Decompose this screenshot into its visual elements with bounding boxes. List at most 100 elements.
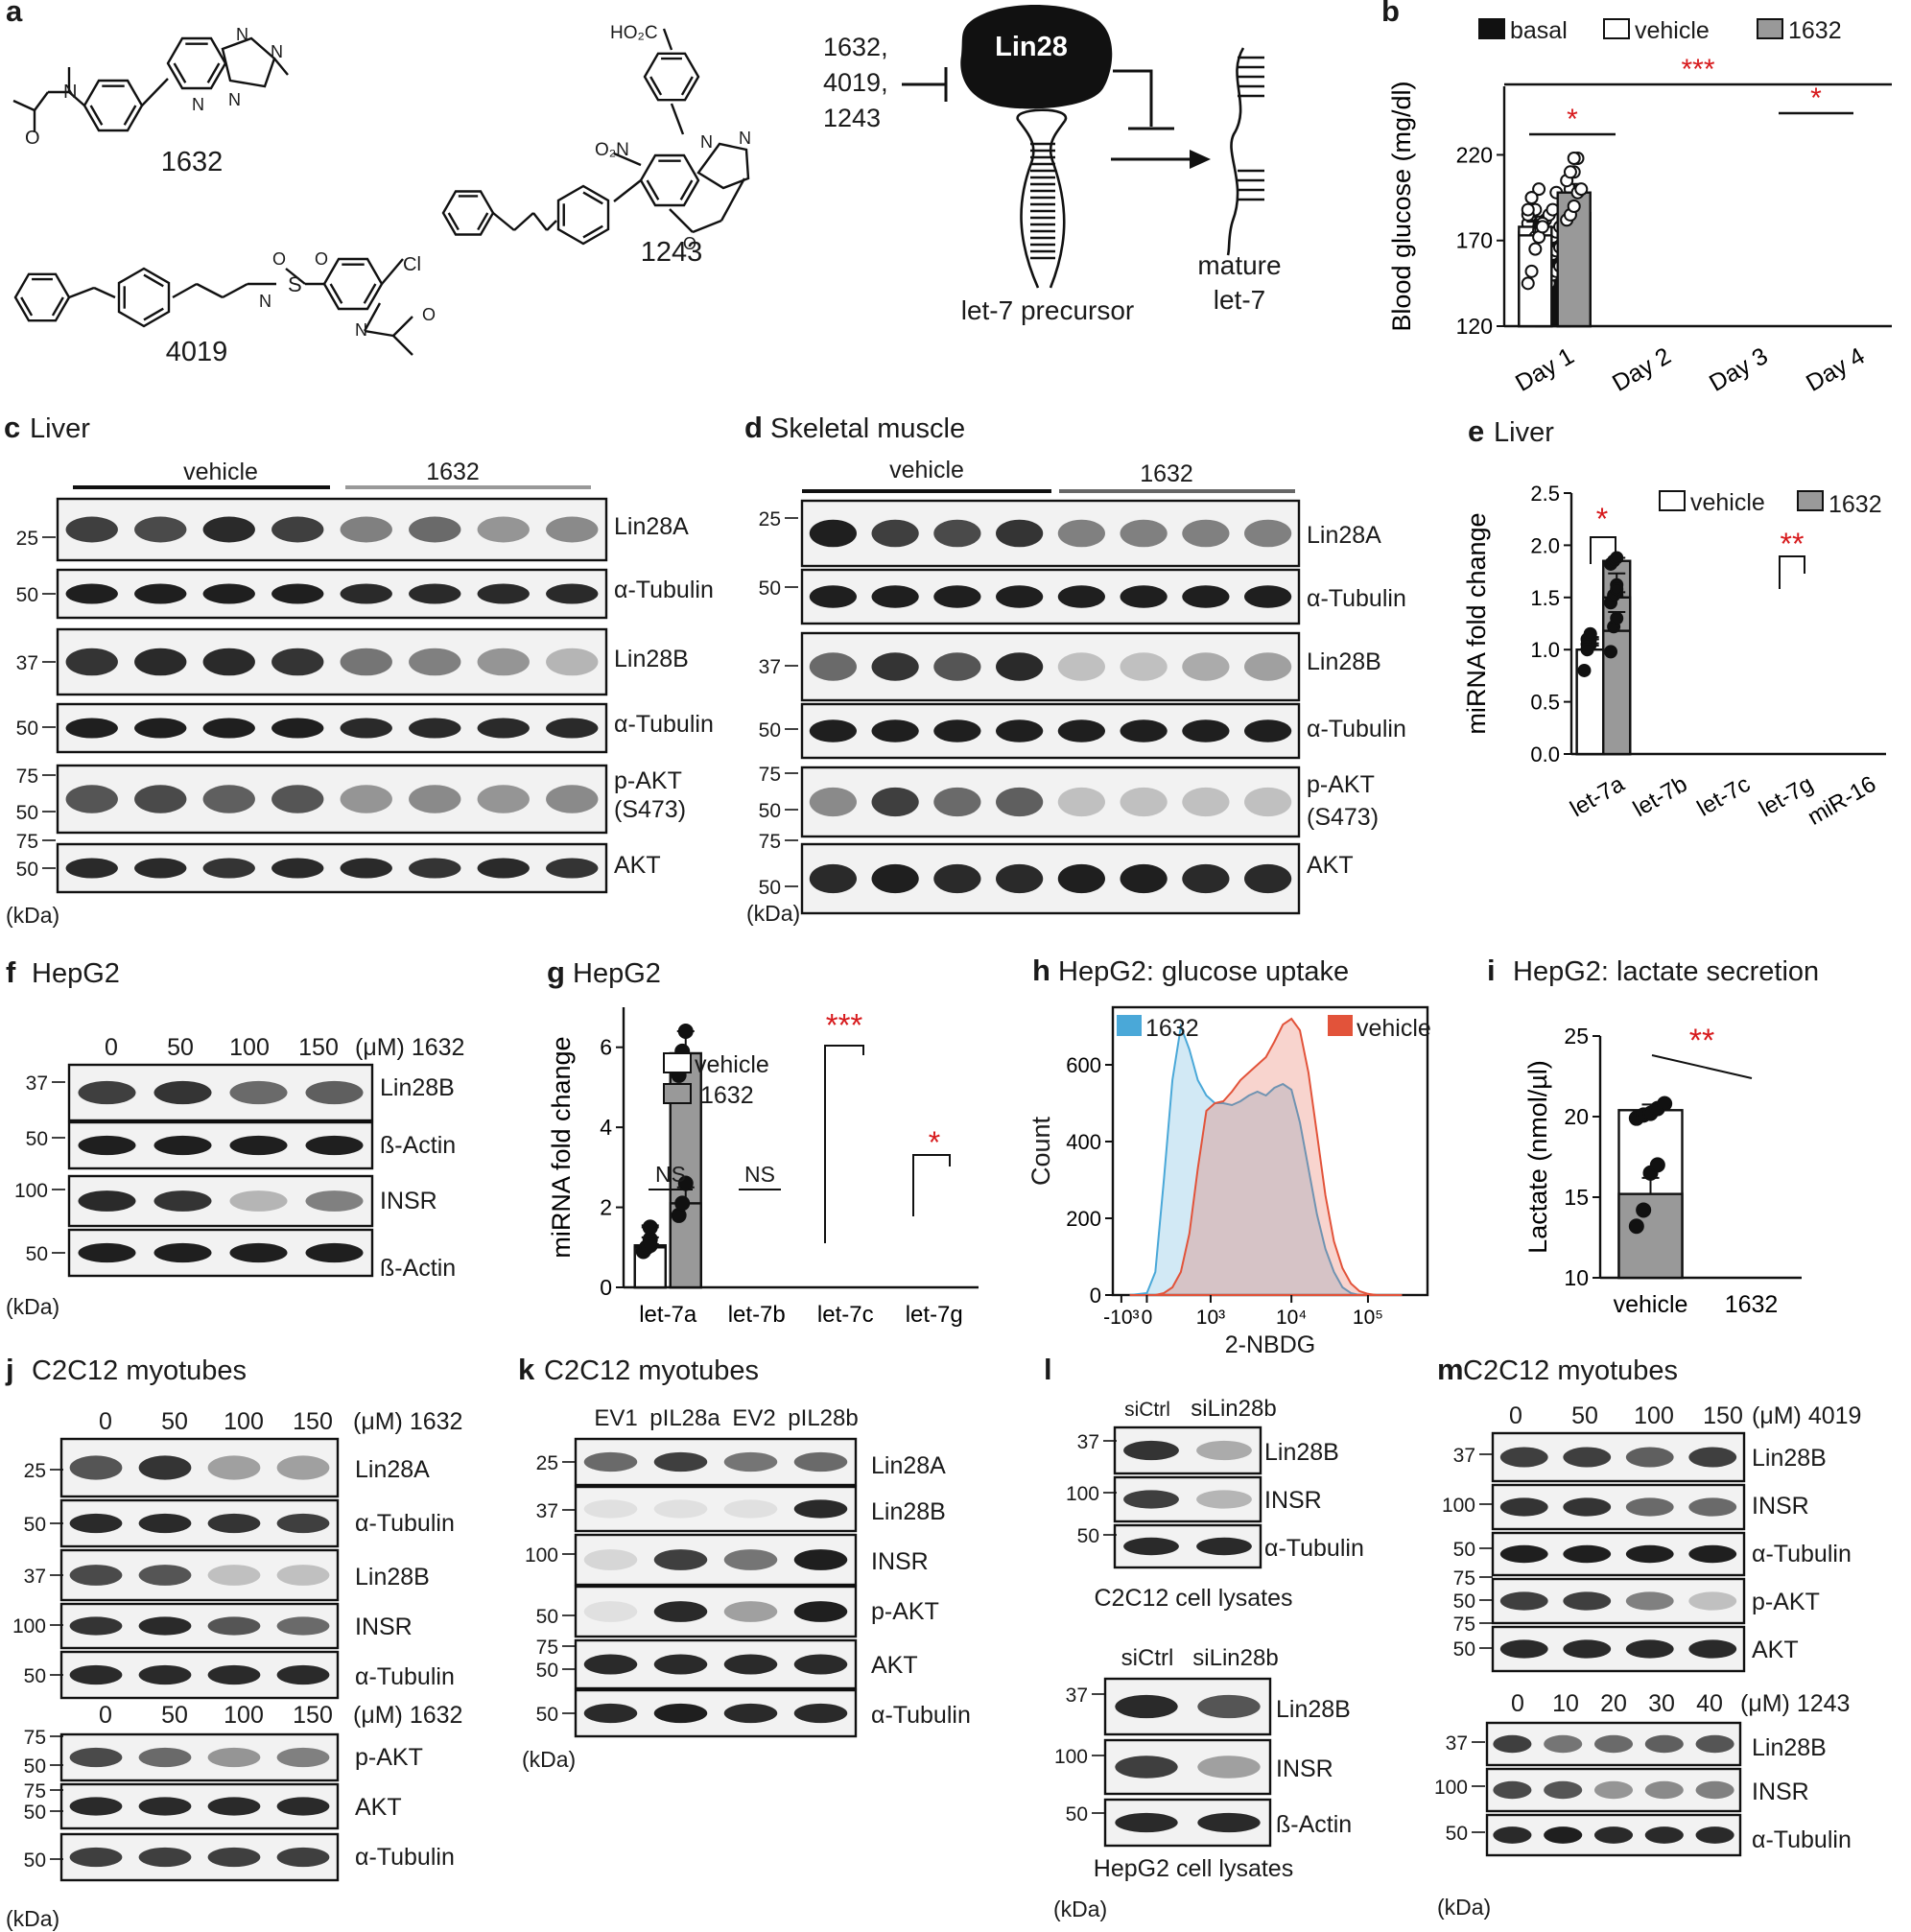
band <box>1544 1826 1583 1844</box>
band <box>1057 787 1105 817</box>
panel-label: m <box>1437 1353 1464 1386</box>
band <box>653 1601 708 1622</box>
blot-c2c12 <box>59 1832 340 1882</box>
bond-4019 <box>172 282 198 299</box>
double-bond <box>447 212 460 231</box>
legend-swatch-1632 <box>1797 490 1824 511</box>
kda-unit: (kDa) <box>1437 1895 1491 1920</box>
band <box>1244 863 1292 894</box>
band <box>583 1451 638 1473</box>
blot-muscle <box>800 842 1301 915</box>
significance-mark: * <box>929 1125 940 1160</box>
dose-label: 20 <box>1600 1690 1627 1717</box>
lin28-protein-shape <box>960 4 1113 109</box>
significance-mark: ** <box>1781 527 1805 561</box>
group-label-1632: 1632 <box>426 459 480 485</box>
band <box>1057 719 1105 742</box>
band-label: α-Tubulin <box>871 1702 971 1729</box>
bond-1632 <box>273 58 289 76</box>
band-label: INSR <box>355 1614 413 1640</box>
blot-c2c12 <box>59 1650 340 1700</box>
bond-4019 <box>222 282 248 299</box>
bond-4019 <box>285 268 306 285</box>
dose-unit: (μM) 1632 <box>353 1408 462 1435</box>
dose-label: 0 <box>105 1034 118 1061</box>
band <box>340 718 392 739</box>
kda-marker: 50 <box>26 1243 48 1265</box>
kda-marker: 25 <box>24 1460 46 1482</box>
blot-liver <box>56 842 608 894</box>
hairpin-strand-left <box>1017 120 1040 289</box>
band-label: p-AKT <box>614 767 682 794</box>
band <box>871 787 919 817</box>
band <box>276 1455 330 1480</box>
x-tick-label: let-7b <box>728 1302 786 1328</box>
band <box>153 1135 212 1156</box>
panel-label: i <box>1487 954 1496 987</box>
blot-c2c12 <box>59 1602 340 1650</box>
data-point <box>1521 202 1535 217</box>
band <box>653 1499 708 1519</box>
kda-marker: 75 <box>24 1780 46 1802</box>
band <box>1593 1734 1634 1754</box>
band <box>933 863 981 894</box>
band <box>276 1797 330 1816</box>
band <box>1057 652 1105 681</box>
band <box>1120 719 1168 742</box>
bond-4019 <box>392 335 413 356</box>
benzene-ring-4019 <box>13 272 71 322</box>
band <box>1182 719 1230 742</box>
kda-marker: 75 <box>536 1637 558 1659</box>
kda-unit: (kDa) <box>6 1906 59 1931</box>
significance-ns: NS <box>655 1162 686 1187</box>
kda-marker: 50 <box>1453 1590 1475 1613</box>
band <box>409 858 461 879</box>
band <box>1123 1440 1179 1461</box>
band <box>1499 1544 1548 1564</box>
band <box>793 1654 848 1675</box>
compound-name-1632: 1632 <box>161 147 224 177</box>
x-tick-label: let-7a <box>1566 770 1629 822</box>
double-bond <box>582 224 603 239</box>
dose-unit: (μM) 4019 <box>1752 1402 1861 1429</box>
kda-marker: 37 <box>26 1072 48 1095</box>
blot-overexpression <box>574 1585 858 1638</box>
panel-label: a <box>6 0 23 28</box>
band-label: Lin28A <box>355 1456 430 1483</box>
band-label: α-Tubulin <box>355 1663 455 1690</box>
panel-label: l <box>1044 1353 1052 1386</box>
band <box>409 718 461 739</box>
band-label: p-AKT <box>871 1598 939 1625</box>
band <box>1625 1497 1674 1517</box>
band <box>69 1664 123 1685</box>
blot-liver <box>56 627 608 696</box>
band <box>583 1601 638 1622</box>
significance-mark: *** <box>826 1007 863 1043</box>
y-tick-label: 4 <box>600 1115 612 1140</box>
legend-swatch-vehicle <box>1603 18 1630 39</box>
band <box>477 516 530 543</box>
band <box>723 1549 778 1570</box>
bond-1243 <box>669 208 694 233</box>
dose-unit: (μM) 1243 <box>1740 1690 1850 1717</box>
kda-marker: 50 <box>16 859 38 881</box>
kda-marker: 25 <box>16 528 38 550</box>
kda-marker: 37 <box>759 656 781 678</box>
kda-marker: 50 <box>26 1128 48 1150</box>
blot-4019 <box>1491 1531 1746 1577</box>
band <box>546 858 599 879</box>
y-tick-label: 220 <box>1456 142 1493 167</box>
data-point <box>1610 582 1624 597</box>
legend-label: 1632 <box>1145 1015 1199 1042</box>
data-point <box>677 1024 694 1040</box>
data-point <box>1532 182 1546 197</box>
y-tick-label: 6 <box>600 1035 612 1060</box>
blot-knockdown <box>1103 1738 1272 1796</box>
atom-label: O <box>315 249 328 269</box>
band <box>1499 1591 1548 1611</box>
dose-label: 0 <box>99 1408 112 1435</box>
data-point <box>674 1195 691 1212</box>
atom-label: N <box>63 82 77 103</box>
bond-1243 <box>662 28 673 51</box>
